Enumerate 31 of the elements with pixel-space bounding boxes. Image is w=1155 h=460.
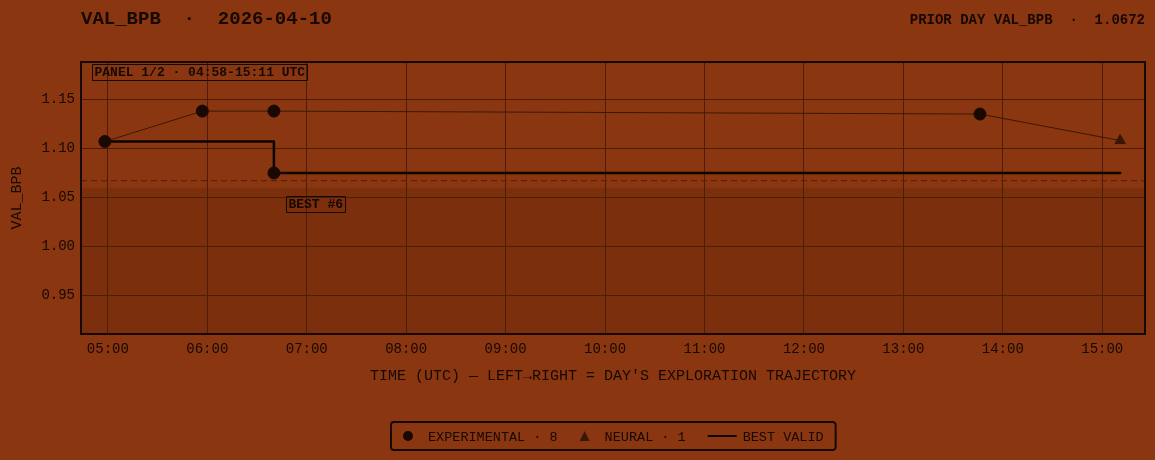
legend-label: NEURAL · 1 <box>604 429 686 445</box>
y-tick-label: 1.00 <box>41 238 75 255</box>
point <box>98 135 112 149</box>
chart-subtitle: PRIOR DAY VAL_BPB · 1.0672 <box>909 11 1145 28</box>
chart-title: VAL_BPB · 2026-04-10 <box>81 7 332 30</box>
x-tick-label: 15:00 <box>1081 341 1124 358</box>
y-tick-label: 1.15 <box>41 91 75 108</box>
point <box>195 104 209 118</box>
point <box>973 107 987 121</box>
x-tick-label: 13:00 <box>882 341 925 358</box>
x-tick-label: 11:00 <box>683 341 726 358</box>
y-tick-label: 1.05 <box>41 189 75 206</box>
y-tick-label: 0.95 <box>41 287 75 304</box>
annotation: PANEL 1/2 · 04:58-15:11 UTC <box>94 65 306 81</box>
x-tick-label: 09:00 <box>484 341 527 358</box>
x-tick-label: 12:00 <box>782 341 825 358</box>
y-axis-title: VAL_BPB <box>8 166 26 230</box>
point <box>267 104 281 118</box>
annotation: BEST #6 <box>288 197 344 213</box>
legend-label: BEST VALID <box>742 429 824 445</box>
x-tick-label: 05:00 <box>86 341 129 358</box>
point <box>1114 134 1126 145</box>
x-axis-title: TIME (UTC) — LEFT→RIGHT = DAY'S EXPLORATION TRAJECTORY <box>369 367 857 385</box>
x-tick-label: 10:00 <box>584 341 627 358</box>
point <box>267 166 281 180</box>
x-tick-label: 08:00 <box>385 341 428 358</box>
x-tick-label: 07:00 <box>285 341 328 358</box>
x-tick-label: 06:00 <box>186 341 229 358</box>
x-tick-label: 14:00 <box>981 341 1024 358</box>
y-tick-label: 1.10 <box>41 140 75 157</box>
legend-label: EXPERIMENTAL · 8 <box>428 429 558 445</box>
